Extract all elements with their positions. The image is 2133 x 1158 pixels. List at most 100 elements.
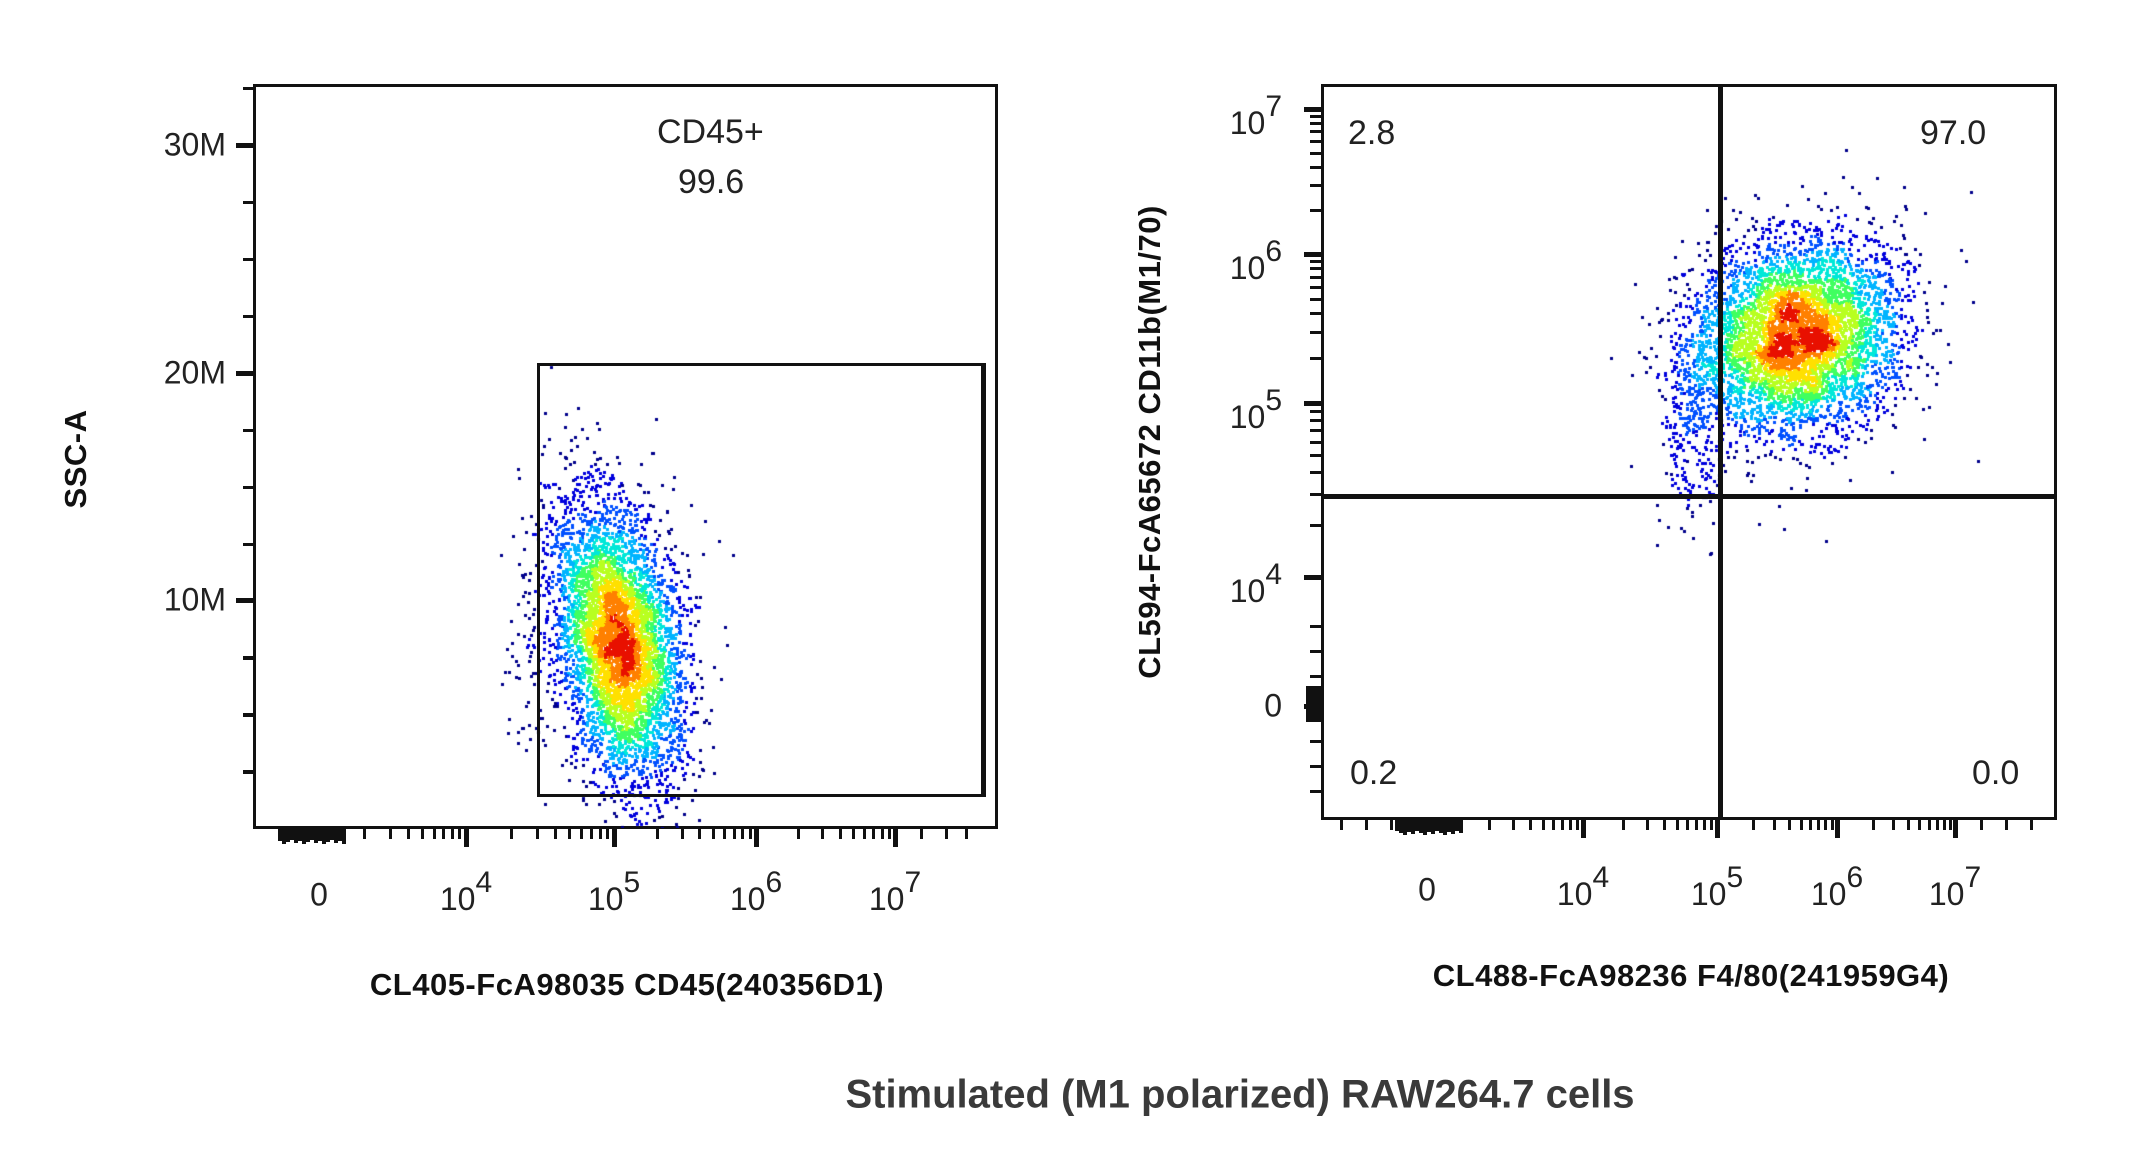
tick-mark [1310,440,1321,444]
tick-mark [1310,276,1321,280]
tick-mark [1306,718,1321,722]
tick-mark [450,827,454,839]
tick-mark [920,827,923,839]
tick-mark [243,543,254,546]
tick-mark [965,827,968,839]
x-axis-title-f480: CL488-FcA98236 F4/80(241959G4) [1432,958,1950,993]
tick-mark [243,258,254,261]
tick-mark [1431,818,1435,834]
tick-mark [1715,818,1720,838]
tick-mark [1310,140,1321,144]
tick-mark [733,827,736,839]
tick-mark [1304,252,1322,257]
tick-mark [1703,818,1706,830]
tick-mark [1447,818,1451,832]
tick-mark [1310,209,1321,213]
gate-cd45-positive[interactable] [537,363,986,797]
tick-mark [1935,818,1939,830]
tick-mark [1310,428,1321,432]
y-tick-label: 106 [1229,235,1282,286]
density-scatter [1323,86,2054,817]
tick-mark [1304,575,1322,580]
tick-mark [754,827,759,847]
x-axis-title-cd45: CL405-FcA98035 CD45(240356D1) [369,967,885,1002]
tick-mark [1415,818,1419,831]
tick-mark [1306,694,1321,698]
tick-mark [1365,818,1368,830]
tick-mark [1569,818,1572,830]
tick-mark [1310,330,1321,334]
tick-mark [1306,698,1321,702]
quadrant-lower-left-percent: 0.2 [1350,754,1398,792]
tick-mark [1427,818,1431,832]
tick-mark [1306,714,1321,718]
tick-mark [464,827,469,847]
tick-mark [338,827,342,841]
y-tick-label: 104 [1229,558,1282,609]
tick-mark [748,827,752,839]
tick-mark [1918,818,1922,830]
quadrant-line-horizontal[interactable] [1321,494,2057,499]
tick-mark [1310,650,1321,653]
tick-mark [612,827,617,847]
tick-mark [362,827,366,839]
tick-mark [1310,790,1321,793]
tick-mark [1403,818,1407,835]
tick-mark [880,827,884,839]
tick-mark [535,827,539,839]
x-tick-label: 107 [1928,861,1982,912]
tick-mark [698,827,702,839]
tick-mark [1541,818,1545,830]
tick-mark [1310,409,1321,413]
tick-mark [243,656,254,659]
tick-mark [852,827,856,839]
tick-mark [1390,818,1393,830]
tick-mark [741,827,745,839]
tick-mark [1752,818,1756,830]
tick-mark [1645,818,1649,830]
tick-mark [330,827,334,840]
tick-mark [872,827,876,839]
x-tick-label: 0 [310,876,328,913]
tick-mark [1927,818,1931,830]
tick-mark [314,827,318,843]
tick-mark [580,827,584,839]
tick-mark [334,827,338,843]
tick-mark [1942,818,1946,830]
tick-mark [655,827,659,839]
tick-mark [1306,702,1321,706]
tick-mark [1817,818,1821,830]
tick-mark [1809,818,1813,830]
y-tick-label: 10M [163,581,226,618]
tick-mark [1511,818,1515,830]
tick-mark [1340,818,1343,830]
tick-mark [838,827,842,839]
tick-mark [294,827,298,843]
tick-mark [1695,818,1699,830]
tick-mark [893,827,898,847]
tick-mark [1459,818,1463,833]
tick-mark [887,827,891,839]
tick-mark [1306,686,1321,690]
tick-mark [1799,818,1803,830]
quadrant-lower-right-percent: 0.0 [1972,754,2020,792]
tick-mark [243,87,254,90]
tick-mark [243,770,254,773]
tick-mark [432,827,436,839]
tick-mark [1575,818,1579,830]
tick-mark [442,827,446,839]
quadrant-line-vertical[interactable] [1718,84,1723,820]
tick-mark [1451,818,1455,834]
tick-mark [1310,418,1321,422]
tick-mark [1304,401,1322,406]
tick-mark [1310,130,1321,134]
tick-mark [1662,818,1666,830]
tick-mark [509,827,513,839]
tick-mark [1310,765,1321,768]
tick-mark [243,429,254,432]
y-tick-label: 0 [1264,687,1282,724]
tick-mark [1439,818,1443,833]
x-tick-label: 107 [868,866,922,917]
x-tick-label: 105 [1690,861,1744,912]
tick-mark [1310,165,1321,169]
